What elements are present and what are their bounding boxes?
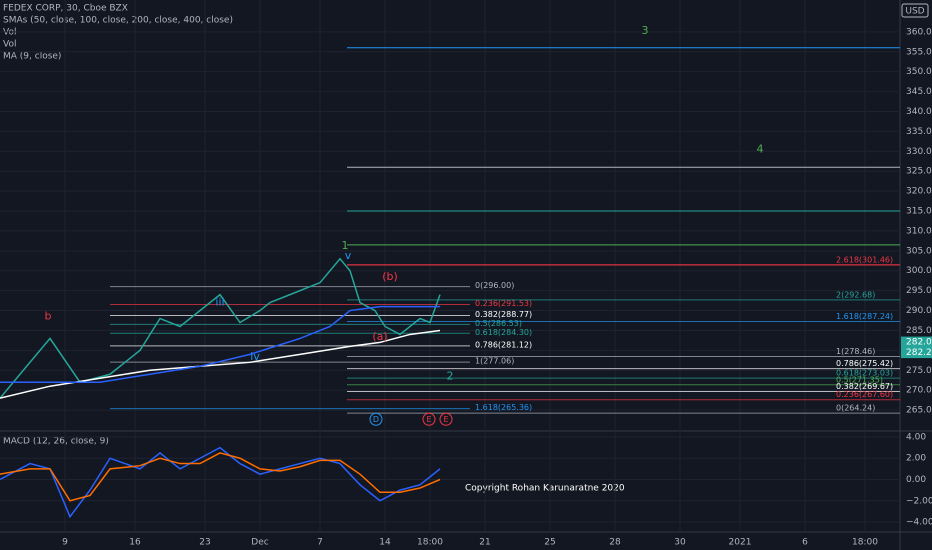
- series-line: [0, 329, 441, 399]
- fib-label: 0.382(288.77): [475, 310, 532, 319]
- annotation: E: [443, 415, 448, 424]
- x-tick-label: 28: [609, 538, 621, 548]
- y-tick-label: 345.00: [906, 87, 932, 97]
- annotation: (a): [372, 330, 387, 343]
- fib-label: 1(277.06): [475, 357, 514, 366]
- y-tick-label: 350.00: [906, 67, 932, 77]
- annotation-circle: [439, 412, 453, 426]
- y-tick-label: 285.00: [906, 326, 932, 336]
- annotation: E: [426, 415, 431, 424]
- price-tag-label: 282.08: [906, 338, 932, 348]
- annotation: iv: [250, 350, 260, 363]
- annotation-circle: [369, 412, 383, 426]
- indicator: SMAs (50, close, 100, close, 200, close,…: [3, 16, 233, 26]
- x-tick-label: 9: [62, 538, 68, 548]
- x-tick-label: 6: [802, 538, 808, 548]
- x-tick-label: 16: [129, 538, 141, 548]
- y-tick-label: 340.00: [906, 107, 932, 117]
- x-tick-label: 18:00: [852, 538, 878, 548]
- macd-title: MACD (12, 26, close, 9): [3, 437, 109, 447]
- fib-label: 0(264.24): [836, 404, 875, 413]
- y-tick-label: −2.00: [906, 496, 932, 506]
- y-tick-label: 265.00: [906, 406, 932, 416]
- fib-label: 2(292.68): [836, 290, 875, 299]
- x-tick-label: 18:00: [417, 538, 443, 548]
- fib-label: 0(296.00): [475, 281, 514, 290]
- x-tick-label: 14: [379, 538, 391, 548]
- annotation: iii: [215, 296, 224, 309]
- y-tick-label: 0.00: [906, 475, 926, 485]
- fib-label: 2.618(301.46): [836, 255, 893, 264]
- y-tick-label: 355.00: [906, 47, 932, 57]
- annotation: (b): [382, 270, 398, 283]
- y-tick-label: 2.00: [906, 454, 926, 464]
- y-tick-label: 300.00: [906, 266, 932, 276]
- series-line: [0, 257, 441, 399]
- fib-label: 0.236(267.60): [836, 390, 893, 399]
- y-tick-label: 335.00: [906, 127, 932, 137]
- x-tick-label: Dec: [251, 538, 268, 548]
- y-tick-label: 295.00: [906, 286, 932, 296]
- copyright: Copyright Rohan Karunaratne 2020: [465, 484, 625, 494]
- y-tick-label: 330.00: [906, 147, 932, 157]
- x-tick-label: 21: [479, 538, 490, 548]
- y-tick-label: −4.00: [906, 518, 932, 528]
- y-tick-label: 4.00: [906, 432, 926, 442]
- currency-box[interactable]: [901, 3, 929, 18]
- y-tick-label: 275.00: [906, 366, 932, 376]
- fib-label: 1.618(265.36): [475, 403, 532, 412]
- y-tick-label: 290.00: [906, 306, 932, 316]
- y-tick-label: 360.00: [906, 27, 932, 37]
- y-tick-label: 315.00: [906, 207, 932, 217]
- currency: USD: [905, 7, 924, 17]
- x-tick-label: 25: [544, 538, 555, 548]
- fib-label: 1.618(287.24): [836, 312, 893, 321]
- fib-label: 0.786(281.12): [475, 340, 532, 349]
- annotation: 1: [342, 239, 349, 252]
- price-tag: [901, 347, 932, 359]
- annotation: b: [45, 310, 52, 323]
- fib-label: 0.786(275.42): [836, 359, 893, 368]
- fib-label: 0.5(271.35): [836, 375, 883, 384]
- series-line: [0, 452, 441, 502]
- fib-label: 0.382(269.67): [836, 382, 893, 391]
- annotation: D: [373, 415, 379, 424]
- price-tag: [901, 336, 932, 348]
- indicator: Vol: [3, 28, 16, 38]
- annotation: 2: [447, 369, 454, 382]
- series-line: [0, 305, 440, 383]
- x-tick-label: 30: [674, 538, 686, 548]
- y-tick-label: 310.00: [906, 226, 932, 236]
- indicator: Vol: [3, 40, 16, 50]
- y-tick-label: 270.00: [906, 386, 932, 396]
- y-tick-label: 325.00: [906, 167, 932, 177]
- fib-label: 1(278.46): [836, 347, 875, 356]
- x-tick-label: 2021: [729, 538, 752, 548]
- fib-label: 0.618(284.30): [475, 328, 532, 337]
- annotation: v: [345, 249, 352, 262]
- annotation: 4: [757, 142, 764, 155]
- fib-label: 0.236(291.53): [475, 299, 532, 308]
- x-tick-label: 7: [317, 538, 323, 548]
- price-tag-label: 282.2: [906, 348, 932, 358]
- x-tick-label: 23: [199, 538, 210, 548]
- fib-label: 0.618(273.03): [836, 369, 893, 378]
- y-tick-label: 305.00: [906, 246, 932, 256]
- indicator: MA (9, close): [3, 52, 61, 62]
- annotation-circle: [422, 412, 436, 426]
- annotation: 3: [642, 24, 649, 37]
- y-tick-label: 320.00: [906, 187, 932, 197]
- fib-label: 0.5(286.53): [475, 319, 522, 328]
